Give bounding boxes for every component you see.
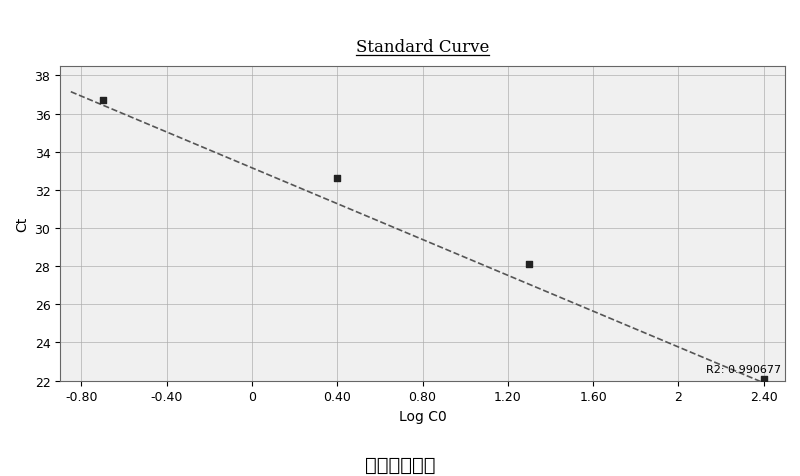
Y-axis label: Ct: Ct bbox=[15, 216, 29, 231]
Text: 样品浓度对数: 样品浓度对数 bbox=[365, 455, 435, 474]
Text: R2: 0.990677: R2: 0.990677 bbox=[706, 365, 782, 375]
Point bbox=[758, 375, 770, 383]
X-axis label: Log C0: Log C0 bbox=[398, 409, 446, 423]
Point bbox=[522, 261, 535, 268]
Point bbox=[96, 97, 109, 105]
Point bbox=[331, 175, 344, 183]
Text: Standard Curve: Standard Curve bbox=[356, 39, 490, 56]
